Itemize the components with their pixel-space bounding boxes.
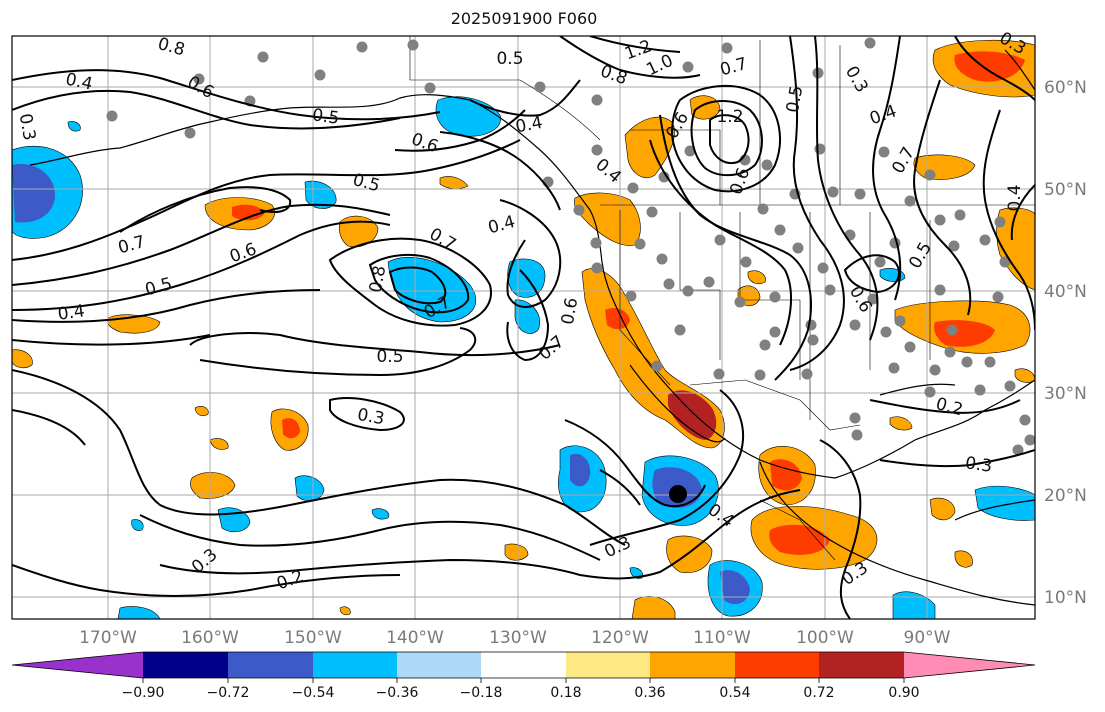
colorbar-segment (735, 652, 819, 678)
contour-label: 0.4 (57, 301, 87, 325)
contour-label: 0.3 (15, 112, 39, 142)
colorbar-tick-label: −0.54 (292, 685, 335, 701)
lat-label: 40°N (1044, 282, 1087, 302)
longitude-labels: 170°W 160°W 150°W 140°W 130°W 120°W 110°… (79, 628, 951, 648)
colorbar-tick-label: 0.90 (888, 685, 919, 701)
map-title: 2025091900 F060 (450, 9, 598, 28)
map-frame (11, 35, 1036, 620)
colorbar-tick-label: −0.36 (376, 685, 419, 701)
map-area (12, 36, 1035, 619)
lat-label: 60°N (1044, 78, 1087, 98)
station-dots (106, 37, 1035, 456)
lon-label: 160°W (181, 628, 239, 648)
colorbar-segment (904, 652, 1035, 678)
colorbar-segment (650, 652, 735, 678)
contour-label: 0.5 (311, 105, 341, 129)
contour-label: 0.5 (496, 49, 523, 69)
contour-label: 0.6 (558, 296, 582, 326)
lon-label: 140°W (386, 628, 444, 648)
contour-label: 1.2 (716, 107, 743, 127)
colorbar-tick-label: 0.18 (550, 685, 581, 701)
latitude-labels: 60°N 50°N 40°N 30°N 20°N 10°N (1044, 78, 1087, 608)
lat-label: 30°N (1044, 384, 1087, 404)
storm-center-marker (669, 485, 687, 503)
contour-label: 0.8 (366, 264, 390, 294)
colorbar-segment (143, 652, 228, 678)
colorbar-segment (481, 652, 566, 678)
contour-label: 0.5 (783, 84, 807, 114)
lat-label: 50°N (1044, 180, 1087, 200)
colorbar-segment (12, 652, 143, 678)
colorbar-segment (313, 652, 397, 678)
lon-label: 170°W (79, 628, 137, 648)
colorbar-tick-label: 0.54 (719, 685, 750, 701)
contour-label: 0.4 (1005, 184, 1025, 211)
lon-label: 100°W (796, 628, 854, 648)
colorbar-tick-label: −0.90 (122, 685, 165, 701)
colorbar: −0.90 −0.72 −0.54 −0.36 −0.18 0.18 0.36 … (11, 651, 1036, 701)
colorbar-segment (819, 652, 904, 678)
graticule (12, 36, 1035, 619)
lon-label: 90°W (904, 628, 951, 648)
colorbar-segment (397, 652, 481, 678)
contour-lines (12, 36, 1035, 619)
colorbar-tick-label: 0.72 (803, 685, 834, 701)
lon-label: 130°W (489, 628, 547, 648)
lat-label: 20°N (1044, 486, 1087, 506)
coastlines (29, 49, 1035, 606)
colorbar-tick-label: −0.18 (460, 685, 503, 701)
contour-label: 0.5 (376, 347, 403, 367)
contour-label: 0.3 (964, 453, 994, 477)
colorbar-segment (566, 652, 650, 678)
contour-label: 0.4 (514, 113, 544, 137)
colorbar-tick-label: −0.72 (207, 685, 250, 701)
colorbar-tick-label: 0.36 (634, 685, 665, 701)
lon-label: 150°W (284, 628, 342, 648)
contour-label: 0.3 (356, 405, 386, 429)
lon-label: 120°W (591, 628, 649, 648)
lat-label: 10°N (1044, 588, 1087, 608)
lon-label: 110°W (693, 628, 751, 648)
colorbar-segment (228, 652, 313, 678)
